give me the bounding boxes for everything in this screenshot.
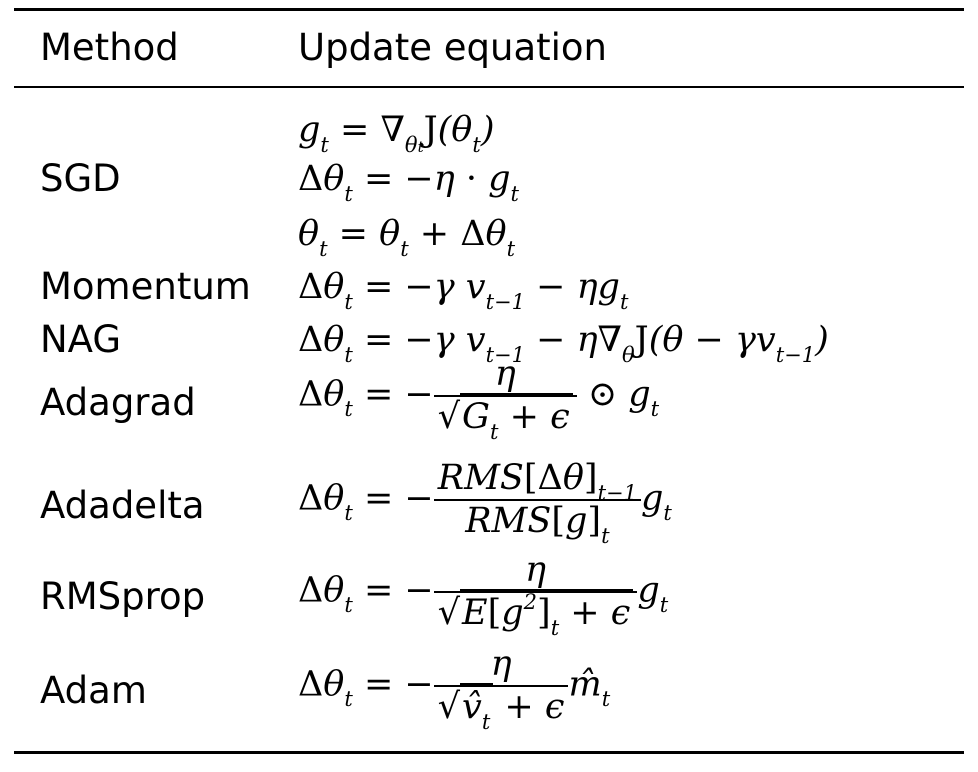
header-method: Method — [40, 26, 179, 69]
header-update-equation: Update equation — [298, 26, 608, 69]
method-adagrad: Adagrad — [40, 381, 196, 424]
method-momentum: Momentum — [40, 265, 251, 308]
method-adadelta: Adadelta — [40, 484, 205, 527]
equation-momentum: Δθt = −γ vt−1 − ηgt — [298, 267, 629, 314]
method-nag: NAG — [40, 318, 122, 361]
equation-sgd-step: Δθt = −η · gt — [298, 159, 519, 206]
header-rule — [14, 86, 964, 88]
method-sgd: SGD — [40, 157, 121, 200]
equation-adadelta: Δθt = − RMS[Δθ]t−1 RMS[g]t gt — [298, 458, 672, 548]
equation-nag: Δθt = −γ vt−1 − η∇θJ(θ − γvt−1) — [298, 320, 829, 367]
method-adam: Adam — [40, 669, 147, 712]
bottom-rule — [14, 751, 964, 754]
equation-adagrad: Δθt = − η √Gt + ϵ ⊙ gt — [298, 354, 660, 444]
equation-rmsprop: Δθt = − η √E[g2]t + ϵ gt — [298, 550, 669, 640]
equation-adam: Δθt = − η √v̂t + ϵ m̂t — [298, 644, 611, 734]
method-rmsprop: RMSprop — [40, 575, 206, 618]
top-rule — [14, 8, 964, 11]
equation-sgd-gradient: gt = ∇θtJ(θt) — [298, 110, 495, 157]
equation-sgd-update: θt = θt + Δθt — [298, 214, 516, 261]
